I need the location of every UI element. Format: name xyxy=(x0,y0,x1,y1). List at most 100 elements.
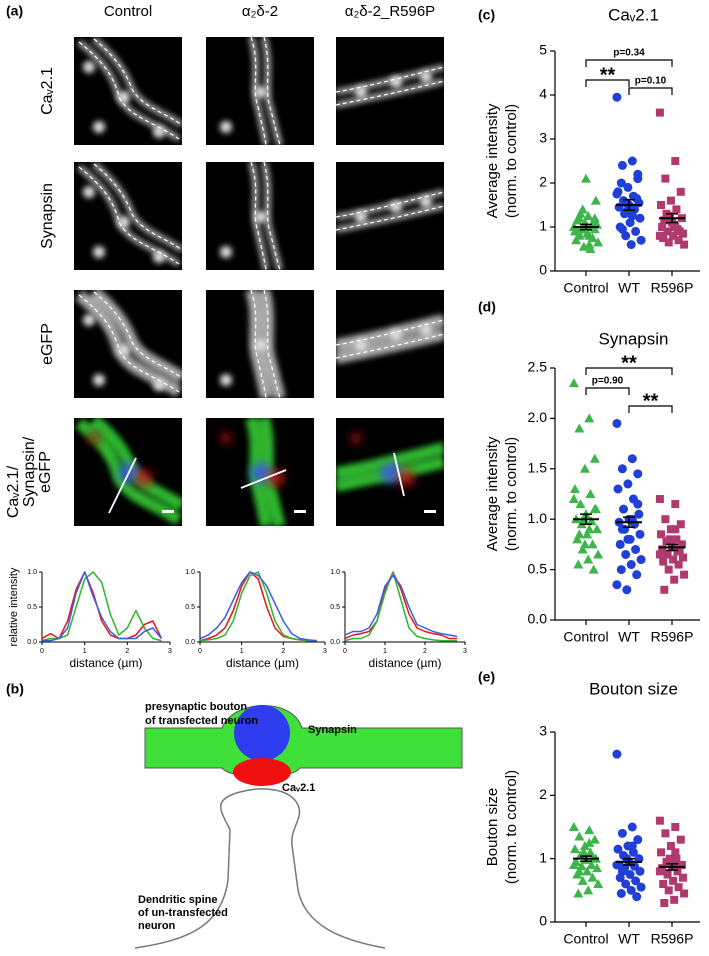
data-point xyxy=(588,564,599,574)
data-point xyxy=(586,860,597,869)
y-tick-label: 0 xyxy=(539,913,547,929)
data-point xyxy=(661,515,670,524)
micrograph-content xyxy=(336,432,444,513)
x-axis-label: distance (µm) xyxy=(70,656,143,670)
x-tick-label: 3 xyxy=(168,648,172,655)
data-point xyxy=(632,570,642,580)
x-tick-label: 3 xyxy=(323,648,327,655)
data-point xyxy=(661,829,670,838)
profile-line xyxy=(344,571,457,640)
data-point xyxy=(627,454,637,464)
chart-title: Bouton size xyxy=(589,679,678,698)
data-point xyxy=(632,193,642,203)
column-header: α₂δ-2_R596P xyxy=(345,3,435,20)
data-point xyxy=(676,187,685,196)
x-tick-label: WT xyxy=(618,629,640,645)
data-point xyxy=(584,825,595,835)
data-point xyxy=(575,499,586,509)
panel-label: (c) xyxy=(478,7,495,23)
x-tick-label: Control xyxy=(563,280,608,296)
micrograph-content xyxy=(336,314,444,364)
micrograph xyxy=(74,290,182,398)
data-point xyxy=(670,575,679,584)
y-tick-label: 2 xyxy=(539,174,547,190)
fluorescent-spot xyxy=(255,211,267,223)
micrograph-content xyxy=(336,189,444,233)
data-point xyxy=(571,235,582,245)
data-point xyxy=(636,235,646,245)
data-point xyxy=(585,847,596,857)
profile-line xyxy=(41,571,162,642)
y-tick-label: 2.5 xyxy=(528,359,548,375)
data-point xyxy=(568,822,579,831)
data-point xyxy=(573,888,584,898)
y-tick-label: 0.5 xyxy=(528,560,548,576)
micrograph xyxy=(336,162,444,270)
y-tick-label: 1.0 xyxy=(185,569,195,576)
data-point xyxy=(664,565,673,574)
micrograph-content xyxy=(220,162,283,270)
data-point xyxy=(616,889,626,898)
y-tick-label: 0.0 xyxy=(185,639,195,646)
y-tick-label: 1.0 xyxy=(330,569,340,576)
significance-label: p=0.10 xyxy=(635,76,667,87)
data-point xyxy=(584,230,595,240)
x-tick-label: R596P xyxy=(651,629,694,645)
line-scan xyxy=(240,469,287,489)
micrograph xyxy=(206,162,314,270)
data-point xyxy=(577,875,588,885)
x-tick-label: R596P xyxy=(651,280,694,296)
data-point xyxy=(655,550,664,559)
data-point xyxy=(574,213,585,223)
y-tick-label: 2 xyxy=(539,786,547,802)
data-point xyxy=(593,549,604,559)
data-point xyxy=(635,213,645,223)
panel-label: (a) xyxy=(6,3,23,19)
profile-line xyxy=(344,574,458,638)
data-point xyxy=(612,749,622,759)
micrograph xyxy=(206,418,314,526)
axon-outline xyxy=(78,291,182,393)
data-point xyxy=(627,156,637,166)
significance-bracket xyxy=(628,87,673,95)
data-point xyxy=(659,880,668,888)
panel-label: (d) xyxy=(478,299,496,315)
data-point xyxy=(655,867,664,876)
data-point xyxy=(615,539,625,549)
fluorescent-spot xyxy=(420,196,432,208)
data-point xyxy=(673,867,682,876)
y-axis-label: Bouton size xyxy=(484,788,501,866)
x-tick-label: WT xyxy=(618,280,640,296)
data-point xyxy=(660,585,669,594)
data-point xyxy=(633,835,643,845)
y-tick-label: 5 xyxy=(539,42,547,58)
x-tick-label: Control xyxy=(563,931,608,947)
panel-label: (b) xyxy=(6,681,24,697)
x-tick-label: R596P xyxy=(651,931,694,947)
data-point xyxy=(676,835,685,844)
data-point xyxy=(669,231,678,240)
data-point xyxy=(612,418,622,428)
micrograph xyxy=(336,37,444,145)
profile-line xyxy=(199,571,317,642)
data-point xyxy=(582,529,593,539)
profile-line xyxy=(199,571,317,642)
micrograph-content xyxy=(220,418,306,526)
x-tick-label: WT xyxy=(618,931,640,947)
data-point xyxy=(583,211,594,220)
significance-bracket xyxy=(585,367,673,375)
data-point xyxy=(657,530,665,539)
y-tick-label: 0 xyxy=(539,262,547,278)
axon-outline xyxy=(250,290,281,398)
chart-title: Synapsin xyxy=(599,329,669,348)
fluorescent-spot xyxy=(153,379,165,391)
data-point xyxy=(663,227,672,236)
fluorescent-spot xyxy=(83,186,95,198)
axon-outline xyxy=(336,319,444,359)
data-point xyxy=(577,204,588,214)
synapsin-label: Synapsin xyxy=(308,724,357,736)
x-axis-label: distance (µm) xyxy=(369,656,442,670)
data-point xyxy=(584,837,595,847)
y-tick-label: 1.0 xyxy=(27,569,37,576)
